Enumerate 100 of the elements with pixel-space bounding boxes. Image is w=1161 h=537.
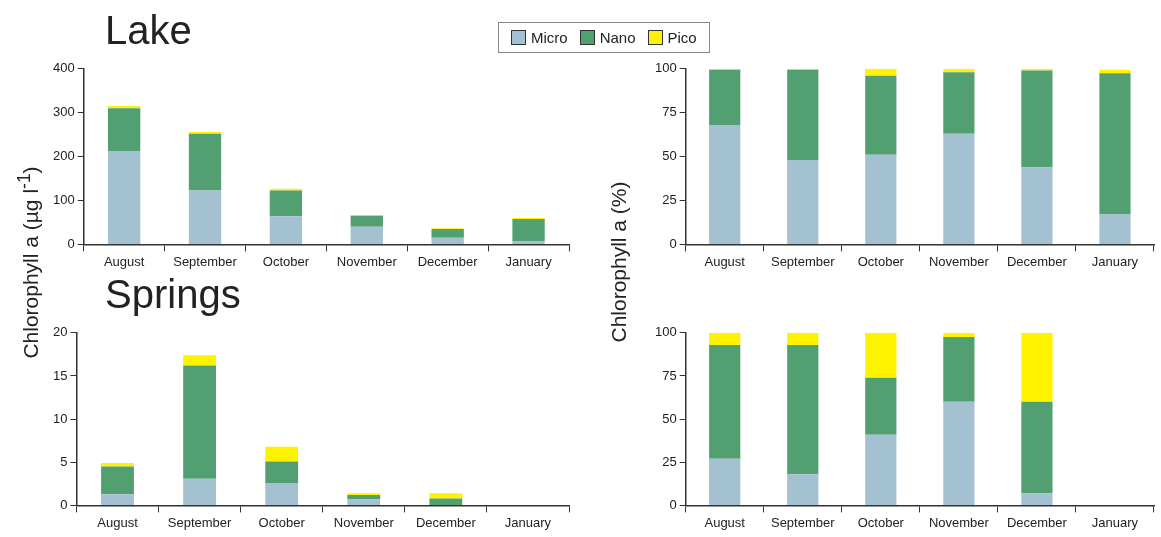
x-tick-label: August xyxy=(97,514,139,530)
x-tick-label: September xyxy=(173,253,238,269)
y-tick-label: 15 xyxy=(52,367,68,383)
x-tick-label: October xyxy=(857,253,905,269)
bar xyxy=(709,124,741,244)
legend-label: Nano xyxy=(598,29,636,46)
x-tick-label: August xyxy=(103,253,145,269)
y-tick-label: 0 xyxy=(669,235,677,251)
bar xyxy=(943,337,975,402)
x-tick-label: December xyxy=(415,514,477,530)
bar xyxy=(787,474,819,505)
x-tick-label: November xyxy=(928,514,990,530)
bar xyxy=(1099,73,1131,215)
bar xyxy=(183,478,217,505)
y-tick-label: 100 xyxy=(52,192,75,208)
bar xyxy=(865,434,897,505)
bar xyxy=(1021,493,1053,505)
bar xyxy=(709,458,741,505)
bar xyxy=(1021,332,1053,402)
bar xyxy=(1021,167,1053,244)
bar xyxy=(183,365,217,479)
y-tick-label: 100 xyxy=(654,324,677,340)
chart-title: Lake xyxy=(105,8,192,52)
x-tick-label: September xyxy=(770,253,836,269)
bar xyxy=(429,493,463,499)
bar xyxy=(107,106,141,109)
bar xyxy=(943,72,975,134)
y-tick-label: 20 xyxy=(52,324,68,340)
bar xyxy=(431,229,464,238)
bar xyxy=(101,463,134,467)
bar xyxy=(347,499,381,505)
x-tick-label: January xyxy=(504,514,552,530)
bar xyxy=(265,482,299,505)
bar xyxy=(512,218,545,241)
bar xyxy=(188,133,222,191)
y-axis-title: Chlorophyll a (%) xyxy=(606,181,631,343)
bar xyxy=(107,108,141,151)
y-tick-label: 10 xyxy=(52,410,68,426)
bar xyxy=(787,69,819,161)
x-tick-label: January xyxy=(505,253,553,269)
y-tick-label: 50 xyxy=(662,410,677,426)
y-tick-label: 400 xyxy=(52,60,75,76)
bar xyxy=(512,240,545,244)
bar xyxy=(1021,401,1053,494)
bar xyxy=(350,215,383,227)
x-tick-label: September xyxy=(167,514,233,530)
bar xyxy=(107,150,141,244)
bar xyxy=(269,190,303,217)
bar xyxy=(188,190,222,244)
x-tick-label: November xyxy=(928,253,990,269)
y-tick-label: 100 xyxy=(654,60,677,76)
y-tick-label: 5 xyxy=(60,453,68,469)
bar xyxy=(1021,70,1053,168)
bar xyxy=(787,344,819,475)
bar xyxy=(347,495,381,500)
x-tick-label: September xyxy=(770,514,836,530)
bar xyxy=(265,461,299,483)
bar xyxy=(709,344,741,459)
legend-label: Micro xyxy=(530,29,568,46)
bar xyxy=(865,75,897,155)
legend-label: Pico xyxy=(666,29,697,46)
y-tick-label: 0 xyxy=(60,496,68,512)
x-tick-label: November xyxy=(336,253,398,269)
y-tick-label: 200 xyxy=(52,148,75,164)
y-tick-label: 75 xyxy=(662,104,677,120)
bar xyxy=(709,69,741,125)
x-tick-label: August xyxy=(704,253,746,269)
y-tick-label: 25 xyxy=(662,192,677,208)
x-tick-label: December xyxy=(417,253,479,269)
y-tick-label: 75 xyxy=(662,367,677,383)
chart-title: Springs xyxy=(105,272,241,316)
bar xyxy=(269,216,303,244)
bar xyxy=(787,160,819,244)
bar xyxy=(865,154,897,244)
bar xyxy=(431,237,464,244)
y-tick-label: 300 xyxy=(52,104,75,120)
bar xyxy=(183,355,217,366)
x-tick-label: November xyxy=(333,514,395,530)
bar xyxy=(101,466,134,495)
x-tick-label: January xyxy=(1091,253,1139,269)
y-tick-label: 25 xyxy=(662,453,677,469)
bar xyxy=(787,332,819,345)
bar xyxy=(265,446,299,462)
bar xyxy=(865,377,897,435)
bar xyxy=(943,332,975,338)
y-tick-label: 0 xyxy=(67,235,75,251)
x-tick-label: October xyxy=(258,514,306,530)
bar xyxy=(865,332,897,378)
bar xyxy=(350,226,383,244)
bar xyxy=(1099,214,1131,244)
y-tick-label: 50 xyxy=(662,148,677,164)
x-tick-label: December xyxy=(1006,514,1068,530)
bar xyxy=(101,494,134,505)
bar xyxy=(943,133,975,244)
bar xyxy=(865,68,897,76)
bar xyxy=(429,498,463,505)
bar xyxy=(943,401,975,505)
y-tick-label: 0 xyxy=(669,496,677,512)
x-tick-label: August xyxy=(704,514,746,530)
x-tick-label: December xyxy=(1006,253,1068,269)
